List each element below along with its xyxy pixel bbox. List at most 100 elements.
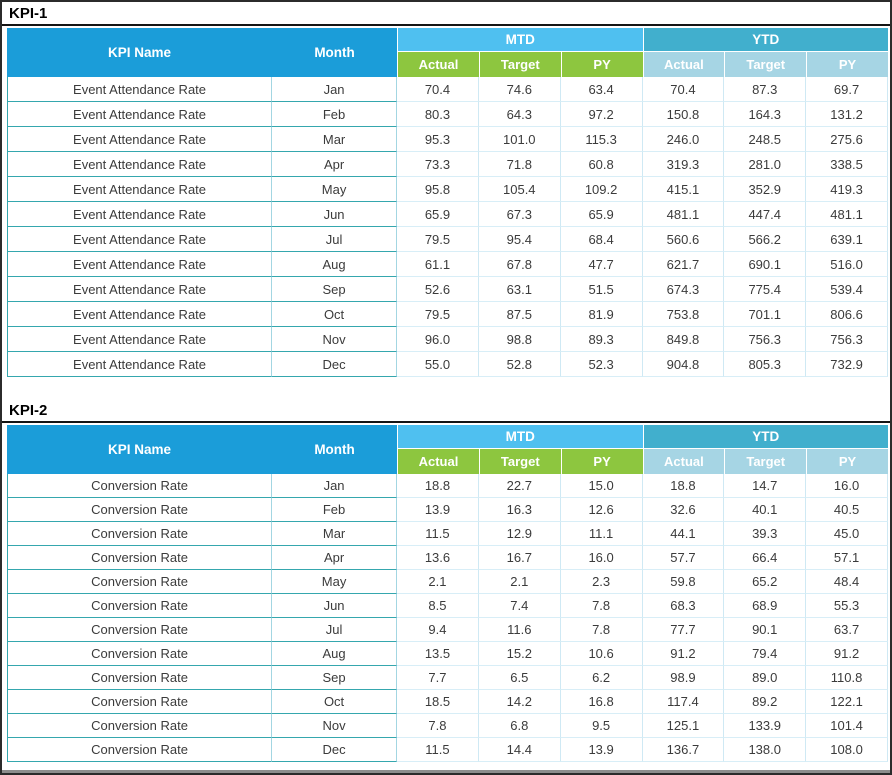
ytd-target-cell[interactable]: 164.3 bbox=[724, 102, 807, 127]
mtd-actual-cell[interactable]: 8.5 bbox=[397, 594, 479, 618]
mtd-actual-cell[interactable]: 80.3 bbox=[397, 102, 479, 127]
mtd-actual-header[interactable]: Actual bbox=[397, 52, 479, 77]
mtd-actual-cell[interactable]: 52.6 bbox=[397, 277, 479, 302]
ytd-actual-cell[interactable]: 849.8 bbox=[642, 327, 725, 352]
mtd-actual-cell[interactable]: 13.9 bbox=[397, 498, 479, 522]
ytd-target-cell[interactable]: 805.3 bbox=[724, 352, 807, 377]
month-cell[interactable]: Sep bbox=[272, 666, 398, 690]
ytd-actual-cell[interactable]: 136.7 bbox=[642, 738, 725, 762]
mtd-py-cell[interactable]: 63.4 bbox=[560, 77, 643, 102]
ytd-py-cell[interactable]: 122.1 bbox=[806, 690, 888, 714]
ytd-target-cell[interactable]: 79.4 bbox=[724, 642, 807, 666]
month-cell[interactable]: Feb bbox=[272, 498, 398, 522]
mtd-actual-cell[interactable]: 79.5 bbox=[397, 302, 479, 327]
month-cell[interactable]: Oct bbox=[272, 690, 398, 714]
mtd-py-cell[interactable]: 12.6 bbox=[560, 498, 643, 522]
kpi-name-cell[interactable]: Conversion Rate bbox=[7, 570, 273, 594]
ytd-actual-cell[interactable]: 44.1 bbox=[642, 522, 725, 546]
mtd-py-cell[interactable]: 115.3 bbox=[560, 127, 643, 152]
mtd-actual-cell[interactable]: 55.0 bbox=[397, 352, 479, 377]
mtd-target-header[interactable]: Target bbox=[478, 449, 561, 474]
ytd-band-header[interactable]: YTD bbox=[642, 28, 888, 52]
mtd-band-header[interactable]: MTD bbox=[397, 28, 643, 52]
mtd-actual-cell[interactable]: 95.3 bbox=[397, 127, 479, 152]
mtd-py-cell[interactable]: 47.7 bbox=[560, 252, 643, 277]
mtd-target-cell[interactable]: 71.8 bbox=[478, 152, 561, 177]
month-cell[interactable]: Jul bbox=[272, 227, 398, 252]
kpi-name-cell[interactable]: Event Attendance Rate bbox=[7, 202, 273, 227]
kpi-name-cell[interactable]: Conversion Rate bbox=[7, 594, 273, 618]
mtd-py-cell[interactable]: 68.4 bbox=[560, 227, 643, 252]
mtd-actual-cell[interactable]: 13.6 bbox=[397, 546, 479, 570]
ytd-py-cell[interactable]: 48.4 bbox=[806, 570, 888, 594]
kpi-name-cell[interactable]: Conversion Rate bbox=[7, 690, 273, 714]
month-cell[interactable]: Nov bbox=[272, 327, 398, 352]
mtd-py-cell[interactable]: 109.2 bbox=[560, 177, 643, 202]
month-cell[interactable]: Jan bbox=[272, 77, 398, 102]
ytd-py-cell[interactable]: 516.0 bbox=[806, 252, 888, 277]
mtd-target-cell[interactable]: 67.3 bbox=[478, 202, 561, 227]
mtd-actual-cell[interactable]: 65.9 bbox=[397, 202, 479, 227]
kpi-name-cell[interactable]: Event Attendance Rate bbox=[7, 277, 273, 302]
mtd-py-cell[interactable]: 16.0 bbox=[560, 546, 643, 570]
mtd-actual-cell[interactable]: 2.1 bbox=[397, 570, 479, 594]
ytd-actual-cell[interactable]: 415.1 bbox=[642, 177, 725, 202]
ytd-target-cell[interactable]: 68.9 bbox=[724, 594, 807, 618]
mtd-py-cell[interactable]: 60.8 bbox=[560, 152, 643, 177]
ytd-target-cell[interactable]: 66.4 bbox=[724, 546, 807, 570]
mtd-target-cell[interactable]: 6.5 bbox=[478, 666, 561, 690]
mtd-actual-cell[interactable]: 13.5 bbox=[397, 642, 479, 666]
kpi-name-cell[interactable]: Event Attendance Rate bbox=[7, 77, 273, 102]
ytd-py-cell[interactable]: 40.5 bbox=[806, 498, 888, 522]
ytd-target-header[interactable]: Target bbox=[724, 52, 807, 77]
mtd-target-cell[interactable]: 64.3 bbox=[478, 102, 561, 127]
mtd-actual-cell[interactable]: 18.5 bbox=[397, 690, 479, 714]
ytd-actual-cell[interactable]: 68.3 bbox=[642, 594, 725, 618]
kpi-name-cell[interactable]: Event Attendance Rate bbox=[7, 302, 273, 327]
mtd-py-cell[interactable]: 51.5 bbox=[560, 277, 643, 302]
ytd-actual-cell[interactable]: 98.9 bbox=[642, 666, 725, 690]
kpi-name-cell[interactable]: Event Attendance Rate bbox=[7, 177, 273, 202]
mtd-target-cell[interactable]: 101.0 bbox=[478, 127, 561, 152]
ytd-band-header[interactable]: YTD bbox=[642, 425, 888, 449]
ytd-actual-cell[interactable]: 70.4 bbox=[642, 77, 725, 102]
kpi-name-cell[interactable]: Event Attendance Rate bbox=[7, 127, 273, 152]
ytd-target-cell[interactable]: 352.9 bbox=[724, 177, 807, 202]
mtd-actual-cell[interactable]: 95.8 bbox=[397, 177, 479, 202]
ytd-py-cell[interactable]: 45.0 bbox=[806, 522, 888, 546]
ytd-py-cell[interactable]: 63.7 bbox=[806, 618, 888, 642]
ytd-py-cell[interactable]: 101.4 bbox=[806, 714, 888, 738]
ytd-actual-header[interactable]: Actual bbox=[642, 449, 725, 474]
ytd-actual-cell[interactable]: 621.7 bbox=[642, 252, 725, 277]
ytd-py-cell[interactable]: 110.8 bbox=[806, 666, 888, 690]
ytd-target-cell[interactable]: 756.3 bbox=[724, 327, 807, 352]
mtd-target-cell[interactable]: 87.5 bbox=[478, 302, 561, 327]
month-cell[interactable]: Jan bbox=[272, 474, 398, 498]
mtd-py-cell[interactable]: 65.9 bbox=[560, 202, 643, 227]
ytd-target-cell[interactable]: 248.5 bbox=[724, 127, 807, 152]
ytd-py-cell[interactable]: 108.0 bbox=[806, 738, 888, 762]
ytd-py-cell[interactable]: 338.5 bbox=[806, 152, 888, 177]
mtd-py-cell[interactable]: 52.3 bbox=[560, 352, 643, 377]
mtd-actual-cell[interactable]: 61.1 bbox=[397, 252, 479, 277]
month-column-header[interactable]: Month bbox=[272, 28, 398, 77]
month-cell[interactable]: Mar bbox=[272, 522, 398, 546]
mtd-target-cell[interactable]: 22.7 bbox=[478, 474, 561, 498]
ytd-py-cell[interactable]: 91.2 bbox=[806, 642, 888, 666]
month-cell[interactable]: Oct bbox=[272, 302, 398, 327]
month-column-header[interactable]: Month bbox=[272, 425, 398, 474]
mtd-py-header[interactable]: PY bbox=[560, 449, 643, 474]
month-cell[interactable]: Jun bbox=[272, 594, 398, 618]
ytd-actual-cell[interactable]: 904.8 bbox=[642, 352, 725, 377]
ytd-py-cell[interactable]: 806.6 bbox=[806, 302, 888, 327]
mtd-actual-header[interactable]: Actual bbox=[397, 449, 479, 474]
month-cell[interactable]: May bbox=[272, 177, 398, 202]
month-cell[interactable]: Apr bbox=[272, 546, 398, 570]
ytd-target-cell[interactable]: 89.0 bbox=[724, 666, 807, 690]
kpi-name-cell[interactable]: Conversion Rate bbox=[7, 618, 273, 642]
mtd-target-cell[interactable]: 16.3 bbox=[478, 498, 561, 522]
kpi-name-cell[interactable]: Event Attendance Rate bbox=[7, 227, 273, 252]
mtd-py-cell[interactable]: 81.9 bbox=[560, 302, 643, 327]
month-cell[interactable]: Nov bbox=[272, 714, 398, 738]
mtd-py-cell[interactable]: 16.8 bbox=[560, 690, 643, 714]
